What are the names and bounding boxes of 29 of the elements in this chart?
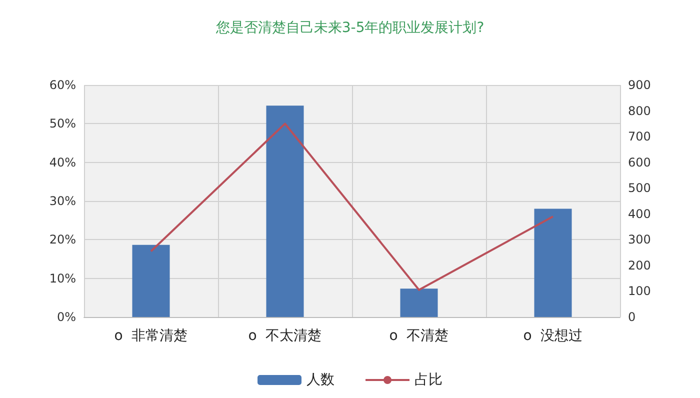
line-series bbox=[150, 122, 554, 291]
x-tick-label: o 不太清楚 bbox=[248, 328, 322, 344]
y-tick-label: 0% bbox=[56, 310, 76, 324]
bar bbox=[534, 208, 572, 317]
y-tick-label: 60% bbox=[49, 78, 76, 92]
y2-tick-label: 300 bbox=[628, 232, 651, 247]
bar bbox=[400, 288, 438, 317]
y-tick-label: 50% bbox=[49, 116, 76, 131]
y-tick-label: 10% bbox=[49, 271, 76, 286]
x-tick-label: o 非常清楚 bbox=[114, 328, 188, 344]
y-tick-label: 20% bbox=[49, 232, 76, 247]
y-tick-label: 40% bbox=[49, 155, 76, 170]
y2-tick-label: 100 bbox=[628, 284, 651, 298]
y2-tick-label: 500 bbox=[628, 181, 651, 196]
x-tick-label: o 不清楚 bbox=[389, 328, 449, 344]
y2-tick-label: 0 bbox=[628, 310, 636, 324]
legend-label: 占比 bbox=[414, 372, 442, 388]
y2-tick-label: 900 bbox=[628, 78, 651, 92]
y2-tick-label: 700 bbox=[628, 130, 651, 144]
chart-title: 您是否清楚自己未来3-5年的职业发展计划? bbox=[214, 20, 484, 36]
bar bbox=[132, 244, 170, 317]
bar bbox=[266, 106, 304, 317]
y2-tick-label: 400 bbox=[628, 206, 651, 221]
y2-tick-label: 200 bbox=[628, 258, 651, 272]
x-tick-label: o 没想过 bbox=[523, 328, 583, 344]
y2-tick-label: 800 bbox=[628, 104, 651, 118]
y-tick-label: 30% bbox=[49, 194, 76, 208]
y2-tick-label: 600 bbox=[628, 155, 651, 170]
legend-label: 人数 bbox=[306, 372, 334, 388]
